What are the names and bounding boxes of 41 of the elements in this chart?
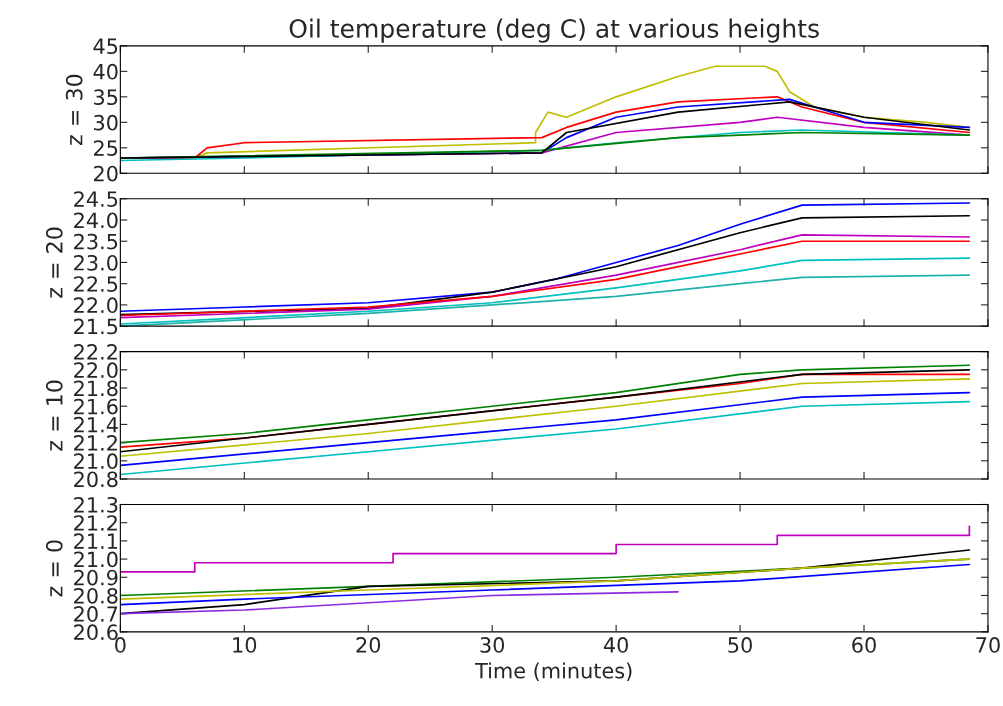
x-tick-label: 10 xyxy=(233,637,257,653)
x-tick-label: 40 xyxy=(603,637,628,653)
x-tick-label: 60 xyxy=(852,637,876,653)
y-tick-label: 21.5 xyxy=(74,318,118,335)
y-tick-label: 22.0 xyxy=(74,297,118,314)
y-tick-label: 22.0 xyxy=(74,362,118,379)
y-tick-label: 30 xyxy=(94,114,118,131)
y-axis-title: z = 30 xyxy=(65,74,83,145)
y-tick-label: 22.5 xyxy=(74,276,118,292)
y-tick-label: 20.7 xyxy=(74,606,118,622)
y-tick-label: 21.8 xyxy=(74,380,118,397)
y-tick-label: 20.8 xyxy=(74,587,118,604)
y-tick-label: 21.1 xyxy=(74,533,118,549)
y-tick-label: 23.0 xyxy=(74,254,118,271)
y-tick-label: 25 xyxy=(93,140,118,157)
y-tick-label: 21.2 xyxy=(74,435,117,451)
y-axis-title: z = 10 xyxy=(45,380,63,451)
y-tick-label: 21.0 xyxy=(74,551,118,568)
y-axis-title: z = 0 xyxy=(45,540,63,597)
y-tick-label: 23.5 xyxy=(74,233,118,250)
y-tick-label: 22.2 xyxy=(74,344,117,360)
y-tick-label: 21.0 xyxy=(74,453,118,470)
x-tick-label: 20 xyxy=(356,637,381,653)
y-tick-label: 24.0 xyxy=(74,212,118,229)
x-axis-title: Time (minutes) xyxy=(475,662,632,682)
y-tick-label: 20 xyxy=(93,165,118,182)
x-tick-label: 50 xyxy=(728,637,752,653)
y-tick-label: 21.3 xyxy=(74,496,118,513)
x-tick-label: 30 xyxy=(480,637,505,653)
y-tick-label: 35 xyxy=(94,89,118,106)
y-axis-title: z = 20 xyxy=(45,227,63,298)
y-tick-label: 20.9 xyxy=(74,569,118,586)
y-tick-label: 40 xyxy=(93,63,118,80)
y-tick-label: 24.5 xyxy=(74,191,118,207)
y-tick-label: 21.2 xyxy=(74,515,117,531)
y-tick-label: 21.4 xyxy=(74,416,118,433)
y-tick-label: 45 xyxy=(93,38,118,55)
chart-title: Oil temperature (deg C) at various heights xyxy=(289,18,819,43)
y-tick-label: 20.8 xyxy=(74,471,118,488)
y-tick-label: 21.6 xyxy=(74,398,118,415)
x-tick-label: 70 xyxy=(976,637,1000,653)
